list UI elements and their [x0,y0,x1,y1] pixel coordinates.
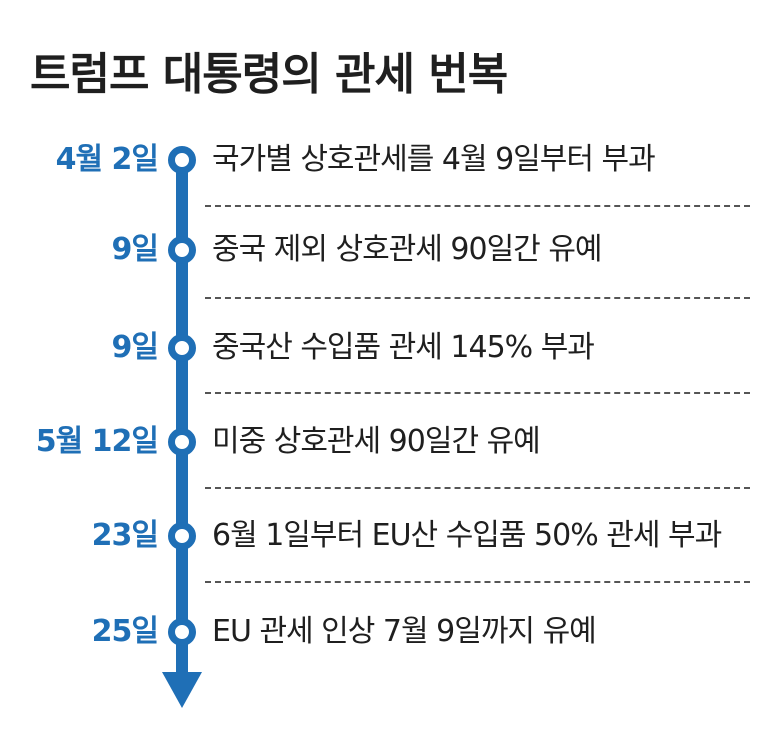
row-divider [205,487,750,489]
row-divider [205,297,750,299]
timeline-event: 중국 제외 상호관세 90일간 유예 [212,232,603,267]
timeline-date: 9일 [111,232,159,267]
timeline-date: 23일 [91,518,159,553]
timeline-node-icon [168,522,196,550]
timeline-date: 9일 [111,330,159,365]
timeline-event: 6월 1일부터 EU산 수입품 50% 관세 부과 [212,518,722,553]
timeline-date: 5월 12일 [35,424,159,459]
timeline-event: EU 관세 인상 7월 9일까지 유예 [212,614,597,649]
timeline-date: 25일 [91,614,159,649]
timeline-event: 미중 상호관세 90일간 유예 [212,424,541,459]
row-divider [205,392,750,394]
timeline-line [176,156,188,680]
timeline-node-icon [168,334,196,362]
diagram-title: 트럼프 대통령의 관세 번복 [30,49,508,100]
timeline-node-icon [168,146,196,174]
timeline-event: 국가별 상호관세를 4월 9일부터 부과 [212,142,656,177]
timeline-date: 4월 2일 [55,142,159,177]
row-divider [205,581,750,583]
timeline-arrow-icon [162,672,202,708]
row-divider [205,205,750,207]
timeline-node-icon [168,428,196,456]
timeline-node-icon [168,618,196,646]
timeline-event: 중국산 수입품 관세 145% 부과 [212,330,595,365]
timeline-node-icon [168,236,196,264]
